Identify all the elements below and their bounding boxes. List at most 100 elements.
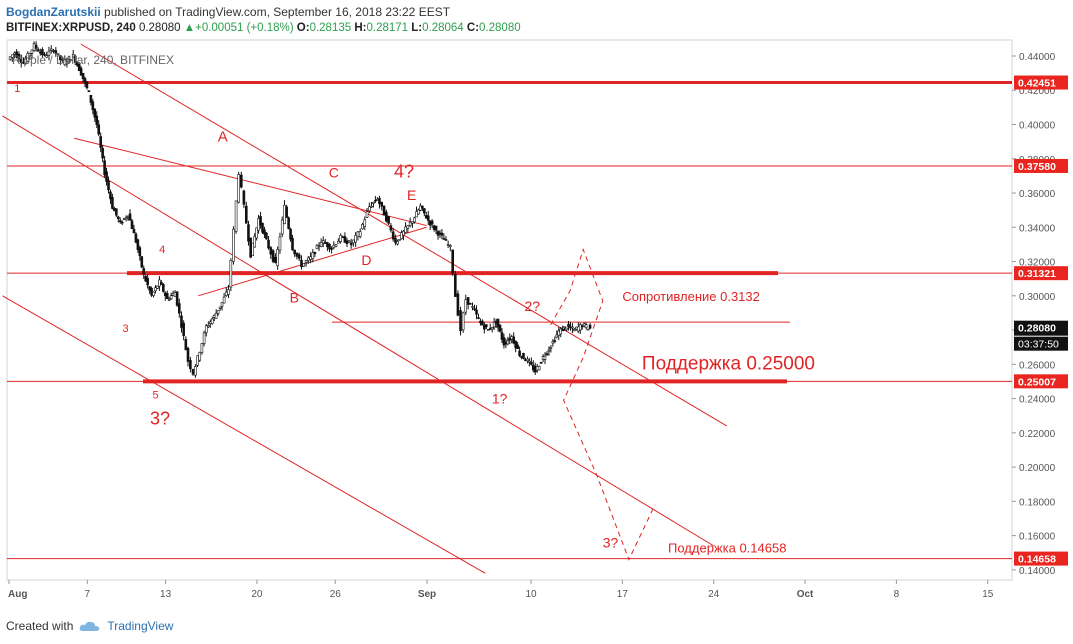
candle-body: [586, 328, 590, 331]
candle-body: [365, 211, 369, 218]
y-tick-label-10: 0.24000: [1019, 395, 1056, 406]
candle-body: [142, 268, 146, 275]
candle-body: [559, 328, 562, 335]
price-axis[interactable]: 0.440000.420000.400000.380000.360000.340…: [1012, 52, 1068, 577]
candle-body: [267, 239, 270, 249]
candle-body: [461, 312, 465, 331]
candle-body: [194, 366, 197, 376]
close-value: 0.28080: [479, 22, 521, 34]
candle-body: [202, 332, 206, 344]
candle-body: [311, 252, 315, 259]
candle-body: [473, 308, 476, 310]
low-label: L:: [411, 22, 423, 34]
x-tick-label-5: Sep: [418, 589, 436, 600]
candle-body: [584, 324, 588, 328]
candle-body: [496, 318, 500, 328]
candle-body: [146, 277, 149, 286]
candle-body: [551, 341, 555, 344]
candle-body: [67, 56, 71, 60]
x-tick-label-1: 7: [85, 589, 91, 600]
candle-body: [469, 303, 472, 305]
candle-body: [413, 217, 416, 223]
published-text: published on TradingView.com, September …: [104, 5, 451, 19]
candle-body: [446, 244, 450, 246]
candle-body: [204, 325, 208, 333]
candle-body: [103, 160, 106, 175]
candle-body: [132, 228, 136, 234]
candle-body: [354, 235, 357, 243]
candle-body: [105, 171, 108, 182]
candle-body: [278, 236, 282, 251]
candle-body: [227, 289, 230, 295]
price-tag-0: 0.42451: [1018, 78, 1056, 90]
candle-body: [471, 306, 474, 308]
candle-body: [573, 328, 576, 332]
candle-body: [539, 362, 543, 364]
high-label: H:: [354, 22, 367, 34]
candle-body: [210, 318, 214, 324]
author-link[interactable]: BogdanZarutskii: [6, 5, 101, 19]
candle-body: [10, 54, 14, 58]
candle-body: [259, 216, 262, 226]
candle-body: [330, 248, 333, 250]
time-axis[interactable]: Aug 7 13 20 26 Sep 10 17 24 Oct 8 15: [8, 580, 994, 600]
candle-body: [317, 245, 321, 247]
candle-body: [274, 256, 277, 263]
candle-body: [97, 124, 101, 135]
candle-body: [79, 67, 83, 76]
x-tick-label-11: 15: [982, 589, 994, 600]
x-tick-label-7: 17: [617, 589, 629, 600]
candle-body: [454, 274, 457, 297]
candle-body: [69, 59, 73, 62]
candle-body: [249, 237, 252, 258]
candle-body: [406, 225, 410, 229]
y-tick-label-13: 0.18000: [1019, 497, 1056, 508]
symbol-label: BITFINEX:XRPUSD, 240: [6, 22, 136, 34]
candle-body: [59, 55, 62, 61]
candle-body: [165, 293, 169, 299]
candle-body: [543, 355, 547, 360]
candle-body: [45, 55, 48, 58]
symbol-info: BITFINEX:XRPUSD, 240 0.28080 ▲+0.00051 (…: [6, 22, 521, 34]
candle-body: [56, 53, 60, 55]
price-tag-bg-2: [1014, 266, 1068, 281]
y-tick-label-5: 0.34000: [1019, 223, 1056, 234]
candle-body: [111, 197, 114, 209]
candle-body: [152, 291, 155, 296]
tradingview-brand-link[interactable]: TradingView: [107, 619, 174, 633]
x-tick-label-8: 24: [708, 589, 720, 600]
candle-body: [95, 115, 99, 125]
candle-body: [47, 50, 51, 56]
price-tag-2: 0.31321: [1018, 268, 1056, 280]
candle-body: [475, 309, 478, 315]
publish-info: BogdanZarutskii published on TradingView…: [6, 5, 450, 19]
annotation-12: 1?: [492, 391, 508, 407]
candle-body: [380, 201, 384, 207]
candle-body: [500, 332, 504, 340]
annotation-0: 1: [14, 83, 20, 95]
candle-body: [580, 325, 584, 328]
candle-body: [449, 245, 452, 247]
candle-body: [291, 238, 294, 251]
candle-body: [17, 53, 21, 60]
candle-body: [372, 201, 375, 204]
candle-body: [255, 227, 258, 239]
candle-body: [324, 242, 327, 244]
low-value: 0.28064: [422, 22, 464, 34]
candle-body: [99, 136, 102, 148]
candle-body: [337, 241, 340, 244]
candle-body: [101, 147, 104, 159]
candle-body: [154, 287, 157, 291]
candle-body: [271, 250, 275, 262]
candle-body: [283, 204, 286, 224]
annotation-3: 4?: [394, 162, 414, 182]
candle-body: [263, 229, 266, 235]
candle-body: [289, 228, 292, 240]
candle-body: [52, 50, 55, 52]
chart-title: Ripple / Dollar, 240, BITFINEX: [12, 53, 174, 67]
candle-body: [239, 174, 243, 188]
candle-body: [280, 219, 284, 235]
candle-body: [93, 108, 97, 118]
candle-body: [309, 256, 312, 260]
